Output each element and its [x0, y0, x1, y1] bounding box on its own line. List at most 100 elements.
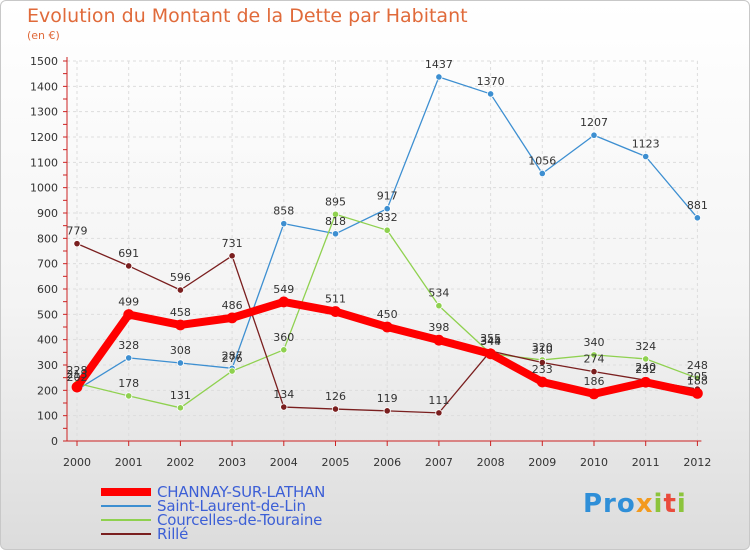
data-label: 188	[687, 374, 708, 387]
data-label: 287	[222, 349, 243, 362]
data-label: 320	[532, 341, 553, 354]
legend-item: Courcelles-de-Touraine	[101, 511, 401, 529]
data-label: 511	[325, 293, 346, 306]
data-point	[71, 381, 83, 393]
data-point	[176, 404, 184, 412]
data-point	[693, 374, 702, 382]
x-tick-label: 2011	[632, 456, 660, 469]
x-tick-label: 2010	[580, 456, 608, 469]
data-label: 324	[635, 340, 656, 353]
data-point	[280, 220, 288, 228]
data-label: 186	[584, 375, 605, 388]
y-tick-label: 300	[37, 359, 58, 372]
data-point	[123, 309, 135, 320]
data-label: 486	[222, 299, 243, 312]
data-point	[228, 252, 236, 260]
chart-title: Evolution du Montant de la Dette par Hab…	[27, 5, 468, 27]
y-tick-label: 700	[37, 258, 58, 271]
data-label: 549	[273, 283, 294, 296]
legend-label: CHANNAY-SUR-LATHAN	[157, 483, 326, 501]
data-label: 205	[687, 370, 708, 383]
data-point	[433, 334, 445, 346]
data-label: 499	[118, 296, 139, 309]
data-point	[330, 306, 341, 317]
data-point	[383, 205, 391, 213]
data-label: 134	[273, 388, 294, 401]
legend-swatch	[101, 533, 151, 535]
data-label: 355	[480, 332, 501, 345]
y-tick-label: 900	[37, 207, 58, 220]
data-point	[228, 367, 236, 375]
y-tick-label: 200	[37, 384, 58, 397]
legend-label: Rillé	[157, 525, 189, 543]
data-point	[536, 376, 548, 388]
x-tick-label: 2004	[270, 456, 298, 469]
data-label: 1370	[477, 75, 505, 88]
data-label: 276	[222, 352, 243, 365]
data-label: 1207	[580, 116, 608, 129]
data-point	[383, 407, 391, 415]
data-point	[176, 286, 184, 294]
y-tick-label: 1200	[30, 131, 58, 144]
data-point	[176, 359, 184, 367]
legend: CHANNAY-SUR-LATHAN Saint-Laurent-de-Lin Co…	[101, 483, 401, 543]
data-point	[278, 296, 290, 308]
data-label: 450	[377, 308, 398, 321]
data-label: 344	[480, 335, 501, 348]
data-point	[331, 230, 340, 238]
data-point	[693, 214, 702, 222]
x-tick-label: 2008	[477, 456, 505, 469]
data-label: 1437	[425, 58, 453, 71]
data-point	[174, 319, 186, 331]
data-label: 131	[170, 389, 191, 402]
x-tick-label: 2000	[63, 456, 91, 469]
y-tick-label: 500	[37, 308, 58, 321]
x-tick-label: 2009	[528, 456, 556, 469]
data-label: 360	[273, 331, 294, 344]
x-tick-label: 2005	[322, 456, 350, 469]
data-point	[590, 351, 598, 359]
data-label: 240	[635, 361, 656, 374]
x-tick-label: 2007	[425, 456, 453, 469]
y-tick-label: 1000	[30, 182, 58, 195]
data-point	[383, 226, 391, 234]
data-label: 111	[428, 394, 449, 407]
y-tick-label: 100	[37, 410, 58, 423]
y-tick-label: 400	[37, 334, 58, 347]
y-tick-label: 600	[37, 283, 58, 296]
data-point	[642, 152, 650, 161]
data-label: 731	[222, 237, 243, 250]
data-label: 917	[377, 190, 398, 203]
x-tick-label: 2006	[373, 456, 401, 469]
x-tick-label: 2002	[166, 456, 194, 469]
data-label: 228	[67, 364, 88, 377]
y-tick-label: 1300	[30, 106, 58, 119]
y-tick-label: 0	[51, 435, 58, 448]
chart-subtitle: (en €)	[27, 29, 60, 42]
data-point	[125, 392, 133, 400]
data-point	[692, 387, 703, 399]
data-label: 895	[325, 195, 346, 208]
legend-item: CHANNAY-SUR-LATHAN	[101, 483, 401, 501]
data-label: 340	[584, 336, 605, 349]
legend-label: Courcelles-de-Touraine	[157, 511, 323, 529]
data-label: 1056	[528, 154, 556, 167]
y-tick-label: 1400	[30, 80, 58, 93]
data-point	[435, 409, 443, 417]
legend-item: Rillé	[101, 525, 401, 543]
data-label: 534	[428, 287, 449, 300]
data-point	[280, 403, 288, 411]
data-point	[381, 321, 393, 333]
data-point	[73, 240, 81, 248]
data-point	[538, 169, 546, 178]
data-label: 310	[532, 343, 553, 356]
data-label: 248	[687, 359, 708, 372]
proxiti-logo: Proxiti	[583, 489, 687, 519]
data-label: 398	[428, 321, 449, 334]
legend-label: Saint-Laurent-de-Lin	[157, 497, 306, 515]
data-point	[331, 405, 340, 413]
x-tick-label: 2003	[218, 456, 246, 469]
data-label: 213	[67, 368, 88, 381]
